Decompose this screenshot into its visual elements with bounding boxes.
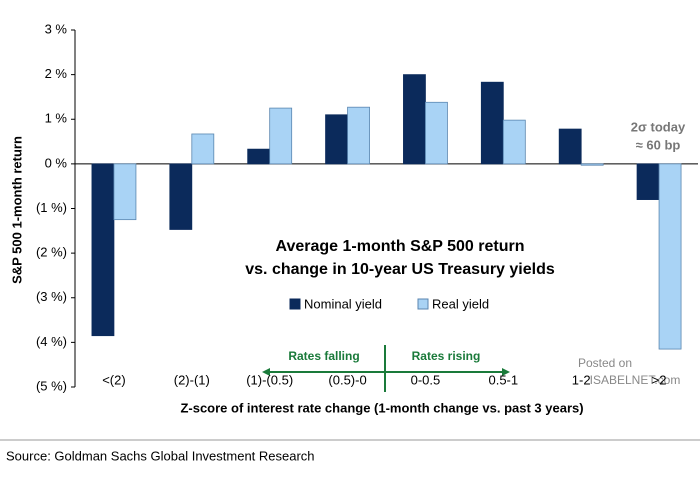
x-tick-label: 0.5-1 xyxy=(488,372,518,387)
y-tick-label: 0 % xyxy=(45,155,68,170)
legend-swatch xyxy=(289,298,301,310)
annotation: Rates rising xyxy=(412,349,481,363)
y-tick-label: (4 %) xyxy=(36,334,67,349)
x-tick-label: <(2) xyxy=(102,372,125,387)
bar xyxy=(91,163,115,337)
bar xyxy=(191,133,215,165)
bar xyxy=(502,119,526,165)
x-tick-label: 0-0.5 xyxy=(411,372,441,387)
y-tick-label: 1 % xyxy=(45,111,68,126)
x-tick-label: (1)-(0.5) xyxy=(246,372,293,387)
legend-label: Real yield xyxy=(432,296,489,311)
bar xyxy=(425,101,448,165)
annotation: 2σ today xyxy=(631,119,686,134)
bar xyxy=(403,74,426,165)
bar xyxy=(636,163,660,200)
bar xyxy=(113,163,137,221)
source: Source: Goldman Sachs Global Investment … xyxy=(6,448,315,463)
chart-title: Average 1-month S&P 500 return xyxy=(276,238,525,255)
legend-swatch xyxy=(417,298,429,310)
bar xyxy=(480,81,504,165)
bar xyxy=(580,163,604,166)
chart-title: vs. change in 10-year US Treasury yields xyxy=(245,261,555,278)
bar xyxy=(347,106,370,165)
annotation: Rates falling xyxy=(288,349,359,363)
bar xyxy=(325,114,348,165)
legend-label: Nominal yield xyxy=(304,296,382,311)
bar xyxy=(247,148,271,165)
y-tick-label: (5 %) xyxy=(36,378,67,393)
x-tick-label: >2 xyxy=(652,372,667,387)
y-axis-label: S&P 500 1-month return xyxy=(9,136,24,284)
bar xyxy=(658,163,682,350)
y-tick-label: (3 %) xyxy=(36,289,67,304)
bar xyxy=(558,128,582,165)
y-tick-label: (2 %) xyxy=(36,245,67,260)
y-tick-label: 2 % xyxy=(45,66,68,81)
x-axis-label: Z-score of interest rate change (1-month… xyxy=(180,400,583,415)
bar xyxy=(169,163,193,230)
bar xyxy=(269,107,293,165)
y-tick-label: 3 % xyxy=(45,21,68,36)
annotation: ≈ 60 bp xyxy=(636,137,681,152)
x-tick-label: 1-2 xyxy=(572,372,591,387)
x-tick-label: (2)-(1) xyxy=(174,372,210,387)
x-tick-label: (0.5)-0 xyxy=(328,372,366,387)
watermark: ISABELNET.com xyxy=(590,373,681,387)
y-tick-label: (1 %) xyxy=(36,200,67,215)
watermark: Posted on xyxy=(578,356,632,370)
